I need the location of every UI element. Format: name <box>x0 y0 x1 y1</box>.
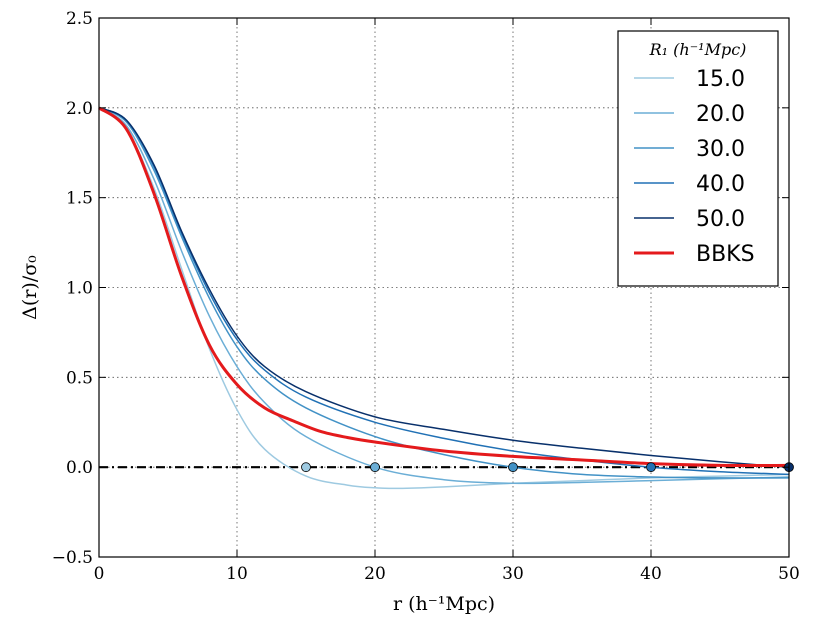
y-tick-label: 1.5 <box>66 189 93 209</box>
x-tick-label: 10 <box>226 564 248 584</box>
y-tick-label: 2.0 <box>66 99 93 119</box>
x-tick-label: 50 <box>778 564 800 584</box>
legend-box <box>617 30 779 287</box>
series-line-bbks <box>98 106 790 468</box>
x-axis-label: r (h⁻¹Mpc) <box>393 593 495 615</box>
x-tick-label: 20 <box>364 564 386 584</box>
series-line-15-0 <box>98 107 790 490</box>
legend-items: 15.0 20.0 30.0 40.0 50.0 BBKS <box>634 67 755 267</box>
y-tick-label: 0.5 <box>66 368 93 388</box>
series-line-30-0 <box>98 107 790 479</box>
legend-label: BBKS <box>696 242 755 267</box>
legend-label: 40.0 <box>696 172 745 197</box>
legend-label: 30.0 <box>696 137 745 162</box>
y-tick-label: −0.5 <box>52 548 93 568</box>
legend: R₁ (h⁻¹Mpc) 15.0 20.0 30.0 40.0 50.0 BBKS <box>617 30 779 287</box>
zero-crossing-marker <box>508 462 518 473</box>
zero-crossing-marker <box>301 462 311 473</box>
y-tick-label: 2.5 <box>66 9 93 29</box>
x-tick-label: 40 <box>640 564 662 584</box>
zero-crossing-marker <box>370 462 380 473</box>
series-lines <box>98 106 790 490</box>
legend-label: 20.0 <box>696 102 745 127</box>
series-line-50-0 <box>98 107 790 468</box>
y-axis-label: Δ(r)/σ₀ <box>19 255 41 320</box>
y-tick-label: 1.0 <box>66 279 93 299</box>
x-tick-label: 0 <box>94 564 105 584</box>
legend-label: 15.0 <box>696 67 745 92</box>
legend-label: 50.0 <box>696 207 745 232</box>
series-line-20-0 <box>98 107 790 485</box>
ticks: 0 10 20 30 40 50 −0.5 0.0 0.5 1.0 1.5 2.0 2.5 <box>52 9 800 584</box>
x-tick-label: 30 <box>502 564 524 584</box>
zero-crossing-marker <box>646 462 656 473</box>
y-tick-label: 0.0 <box>66 458 93 478</box>
legend-title: R₁ (h⁻¹Mpc) <box>649 40 747 59</box>
